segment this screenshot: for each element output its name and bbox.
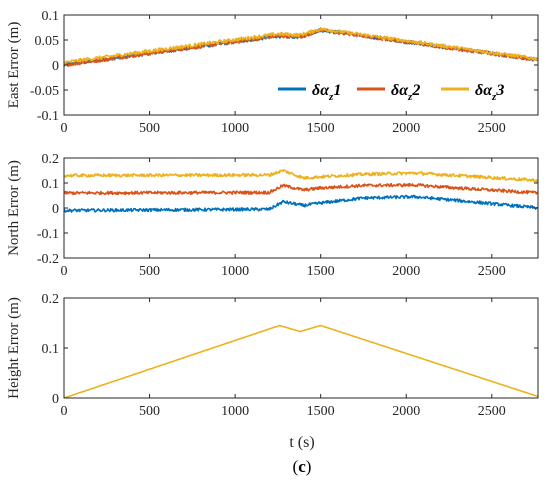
y-tick-label: 0.1 [42, 342, 60, 357]
legend-greek-1: δα [312, 82, 330, 99]
y-tick-label: 0 [52, 392, 59, 407]
y-tick-label: -0.2 [37, 252, 59, 267]
y-tick-label: 0 [52, 59, 59, 74]
svg-text:δαz2: δαz2 [391, 82, 420, 103]
series-line-3 [64, 169, 538, 183]
x-tick-label: 0 [61, 264, 68, 279]
legend-sub-1: z [328, 91, 334, 103]
y-tick-label: 0.05 [35, 34, 60, 49]
x-tick-label: 1500 [307, 121, 335, 136]
x-tick-label: 1000 [221, 121, 249, 136]
legend-num-2: 2 [411, 82, 420, 99]
series-line-1 [64, 324, 538, 398]
panels: 0 500 1000 1500 2000 2500-0.1-0.0500.050.1Eas… [6, 9, 539, 419]
series-group [64, 26, 538, 67]
caption-letter: c [298, 457, 306, 476]
x-tick-label: 2500 [478, 404, 506, 419]
y-tick-label: 0.2 [42, 292, 60, 307]
y-tick-label: -0.1 [37, 109, 59, 124]
legend-greek-3: δα [475, 82, 493, 99]
x-tick-label: 1500 [307, 264, 335, 279]
x-tick-label: 1000 [221, 264, 249, 279]
legend-sub-2: z [407, 91, 413, 103]
svg-text:δαz1: δαz1 [312, 82, 341, 103]
x-tick-label: 2000 [392, 404, 420, 419]
legend: δαz1 δαz2 δαz3 [278, 82, 504, 103]
x-tick-label: 500 [139, 121, 160, 136]
legend-sub-3: z [491, 91, 497, 103]
series-line-3 [64, 26, 538, 65]
legend-num-1: 1 [333, 82, 341, 99]
x-tick-label: 0 [61, 121, 68, 136]
y-axis-label: East Error (m) [6, 22, 22, 109]
x-tick-label: 2000 [392, 121, 420, 136]
x-tick-label: 2000 [392, 264, 420, 279]
series-line-1 [64, 194, 538, 213]
caption-close: ) [306, 457, 312, 476]
legend-greek-2: δα [391, 82, 409, 99]
y-tick-label: 0.2 [42, 152, 60, 167]
panel-1: 0 500 1000 1500 2000 2500 -0.1 -0.05 0 0.05 0.1 Eas… [6, 9, 539, 136]
x-axis-label: t (s) [289, 434, 314, 451]
plot-area [64, 298, 538, 398]
x-tick-label: 1500 [307, 404, 335, 419]
figure-caption: (c) [293, 457, 312, 476]
series-group [64, 169, 538, 213]
y-tick-label: 0.1 [42, 177, 60, 192]
y-axis-label: North Error (m) [6, 160, 22, 256]
plot-area [64, 15, 538, 115]
y-tick-label: -0.05 [30, 84, 59, 99]
x-tick-label: 500 [139, 264, 160, 279]
svg-text:δαz3: δαz3 [475, 82, 504, 103]
series-line-2 [64, 182, 538, 196]
x-tick-label: 500 [139, 404, 160, 419]
y-tick-label: 0.1 [42, 9, 60, 24]
y-axis-label: Height Error (m) [6, 297, 22, 399]
y-tick-label: 0 [52, 202, 59, 217]
x-tick-label: 1000 [221, 404, 249, 419]
x-tick-label: 2500 [478, 121, 506, 136]
caption-open: ( [293, 457, 299, 476]
x-tick-label: 2500 [478, 264, 506, 279]
series-group [64, 324, 538, 398]
legend-num-3: 3 [495, 82, 504, 99]
panel-2: 0 500 1000 1500 2000 2500 -0.2 -0.1 0 0.1 0.2 North… [6, 152, 539, 279]
panel-3: 0 500 1000 1500 2000 2500 0 0.1 0.2 Height Error … [6, 292, 539, 419]
x-tick-label: 0 [61, 404, 68, 419]
y-tick-label: -0.1 [37, 227, 59, 242]
